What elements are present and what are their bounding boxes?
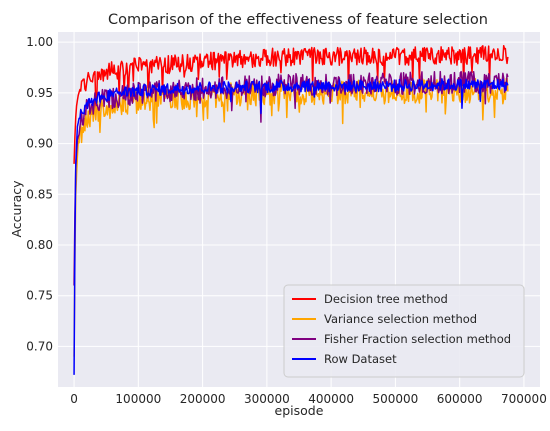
y-tick-label: 0.95 (26, 86, 53, 100)
x-tick-labels: 0 100000 200000 300000 400000 500000 600000 700… (70, 392, 547, 406)
legend-entry: Fisher Fraction selection method (324, 332, 511, 346)
y-tick-label: 0.70 (26, 339, 53, 353)
y-tick-label: 0.90 (26, 137, 53, 151)
chart-title: Comparison of the effectiveness of featu… (108, 12, 488, 28)
legend-entry: Decision tree method (324, 292, 448, 306)
series-group (73, 44, 509, 375)
series-line (73, 78, 509, 375)
x-tick-label: 200000 (180, 392, 226, 406)
x-tick-label: 100000 (115, 392, 161, 406)
x-tick-label: 0 (70, 392, 78, 406)
y-tick-labels: 0.70 0.75 0.80 0.85 0.90 0.95 1.00 (26, 35, 53, 353)
x-tick-label: 400000 (308, 392, 354, 406)
x-tick-label: 700000 (501, 392, 547, 406)
x-tick-label: 600000 (437, 392, 483, 406)
y-tick-label: 0.80 (26, 238, 53, 252)
x-tick-label: 300000 (244, 392, 290, 406)
y-axis-label: Accuracy (9, 180, 24, 238)
legend-entry: Variance selection method (324, 312, 477, 326)
legend-box (283, 284, 525, 378)
y-tick-label: 1.00 (26, 35, 53, 49)
series-line (73, 44, 509, 164)
y-tick-label: 0.85 (26, 187, 53, 201)
legend-entry: Row Dataset (324, 352, 397, 366)
legend: Decision tree method Variance selection m… (283, 284, 525, 378)
x-axis-label: episode (275, 403, 324, 418)
y-tick-label: 0.75 (26, 289, 53, 303)
x-tick-label: 500000 (372, 392, 418, 406)
